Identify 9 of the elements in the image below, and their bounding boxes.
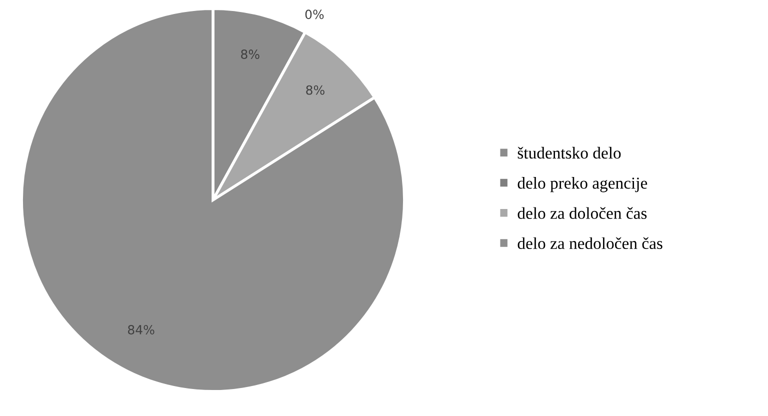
legend-label: delo za določen čas xyxy=(518,207,647,219)
legend-label: študentsko delo xyxy=(518,146,621,159)
pie-slice xyxy=(20,7,406,393)
legend-label: delo za nedoločen čas xyxy=(518,237,662,250)
text: 0% xyxy=(305,10,324,20)
data-label: 8% xyxy=(241,50,260,60)
legend-label: delo preko agencije xyxy=(518,177,648,192)
data-label: 8% xyxy=(306,85,324,95)
data-label: 84% xyxy=(128,325,154,334)
